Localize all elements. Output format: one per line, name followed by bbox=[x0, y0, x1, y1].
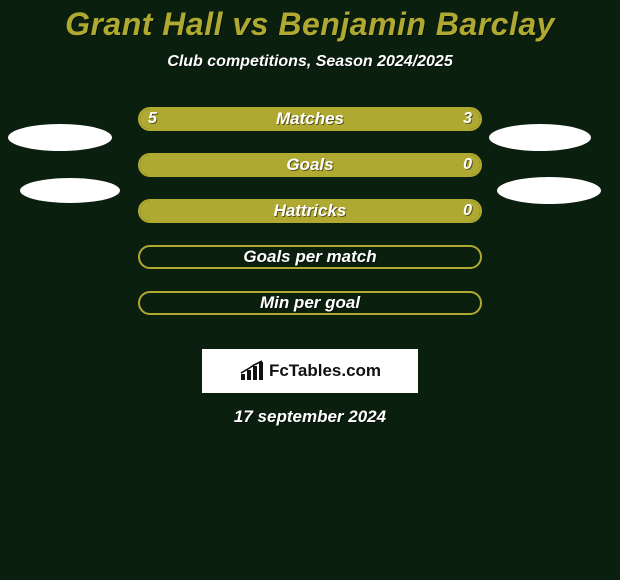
logo: FcTables.com bbox=[239, 360, 381, 382]
bar-value-right: 0 bbox=[463, 199, 472, 223]
logo-box: FcTables.com bbox=[202, 349, 418, 393]
page-title: Grant Hall vs Benjamin Barclay bbox=[0, 0, 620, 43]
comparison-infographic: Grant Hall vs Benjamin Barclay Club comp… bbox=[0, 0, 620, 580]
bar-fill-right bbox=[353, 109, 481, 129]
bar-value-right: 3 bbox=[463, 107, 472, 131]
bar-value-right: 0 bbox=[463, 153, 472, 177]
team-ellipse-right bbox=[497, 177, 601, 204]
date-text: 17 september 2024 bbox=[0, 407, 620, 427]
bar-track bbox=[138, 291, 482, 315]
stat-row: Hattricks0 bbox=[0, 199, 620, 245]
team-ellipse-left bbox=[8, 124, 112, 151]
bar-fill-left bbox=[140, 201, 480, 221]
team-ellipse-left bbox=[20, 178, 120, 203]
bar-fill-left bbox=[140, 155, 480, 175]
team-ellipse-right bbox=[489, 124, 591, 151]
bar-track bbox=[138, 107, 482, 131]
bar-track bbox=[138, 153, 482, 177]
stat-row: Goals per match bbox=[0, 245, 620, 291]
logo-text: FcTables.com bbox=[269, 361, 381, 381]
stat-row: Min per goal bbox=[0, 291, 620, 337]
bar-fill-left bbox=[140, 109, 353, 129]
bar-track bbox=[138, 245, 482, 269]
bar-value-left: 5 bbox=[148, 107, 157, 131]
subtitle: Club competitions, Season 2024/2025 bbox=[0, 53, 620, 71]
bar-track bbox=[138, 199, 482, 223]
logo-bars-icon bbox=[239, 360, 265, 382]
